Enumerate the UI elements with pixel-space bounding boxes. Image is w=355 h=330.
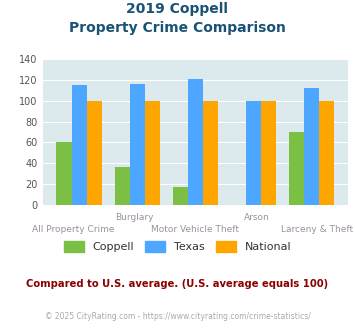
Bar bbox=[87, 101, 102, 205]
Bar bbox=[319, 101, 334, 205]
Bar bbox=[289, 132, 304, 205]
Text: Arson: Arson bbox=[244, 213, 269, 222]
Bar bbox=[173, 187, 188, 205]
Text: All Property Crime: All Property Crime bbox=[32, 225, 114, 234]
Bar bbox=[56, 142, 72, 205]
Bar bbox=[72, 85, 87, 205]
Bar bbox=[188, 79, 203, 205]
Text: Burglary: Burglary bbox=[115, 213, 153, 222]
Bar bbox=[115, 167, 130, 205]
Text: Property Crime Comparison: Property Crime Comparison bbox=[69, 21, 286, 35]
Bar bbox=[246, 101, 261, 205]
Bar bbox=[304, 88, 319, 205]
Text: Compared to U.S. average. (U.S. average equals 100): Compared to U.S. average. (U.S. average … bbox=[26, 279, 329, 289]
Text: Motor Vehicle Theft: Motor Vehicle Theft bbox=[151, 225, 239, 234]
Text: Larceny & Theft: Larceny & Theft bbox=[281, 225, 354, 234]
Text: 2019 Coppell: 2019 Coppell bbox=[126, 2, 229, 16]
Text: © 2025 CityRating.com - https://www.cityrating.com/crime-statistics/: © 2025 CityRating.com - https://www.city… bbox=[45, 312, 310, 321]
Legend: Coppell, Texas, National: Coppell, Texas, National bbox=[59, 237, 296, 256]
Bar bbox=[130, 84, 145, 205]
Bar bbox=[145, 101, 160, 205]
Bar bbox=[203, 101, 218, 205]
Bar bbox=[261, 101, 276, 205]
